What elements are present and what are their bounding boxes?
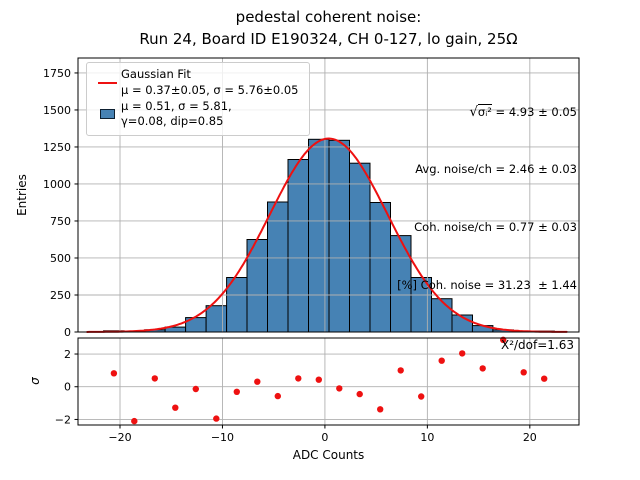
- sqrt-radicand: σᵢ²: [477, 103, 492, 119]
- residual-point: [192, 385, 199, 393]
- histogram-bar: [287, 159, 309, 333]
- stats-line-coh-noise: Coh. noise/ch = 0.77 ± 0.03: [414, 220, 577, 235]
- legend-fit-label: Gaussian Fit: [121, 67, 191, 81]
- chart-title-line1: pedestal coherent noise:: [235, 8, 422, 26]
- residual-y-tick-label: −2: [55, 413, 71, 426]
- main-y-tick-label: 750: [50, 215, 71, 228]
- residual-point: [377, 406, 384, 413]
- residual-point: [233, 388, 240, 395]
- residual-y-axis-label: σ: [28, 377, 42, 385]
- residual-point: [131, 417, 138, 425]
- residual-point: [438, 357, 445, 364]
- x-axis-label: ADC Counts: [292, 448, 365, 462]
- legend-box: Gaussian Fit μ = 0.37±0.05, σ = 5.76±0.0…: [86, 62, 310, 137]
- legend-patch-swatch-col: [93, 109, 121, 120]
- legend-hist-params-line2: γ=0.08, dip=0.85: [121, 114, 224, 129]
- x-tick-label: 0: [321, 431, 328, 444]
- residual-point: [397, 367, 404, 374]
- legend-item-text: Gaussian Fit μ = 0.37±0.05, σ = 5.76±0.0…: [121, 67, 299, 99]
- residual-point: [479, 365, 486, 372]
- histogram-bar: [349, 162, 371, 333]
- histogram-bar: [308, 138, 330, 333]
- stats-line-total-noise: √σᵢ² = 4.93 ± 0.05: [397, 103, 577, 122]
- legend-fit-params: μ = 0.37±0.05, σ = 5.76±0.05: [121, 82, 299, 97]
- residual-point: [151, 375, 158, 382]
- residual-point: [254, 378, 261, 385]
- residual-point: [213, 415, 220, 422]
- main-y-tick-label: 1500: [43, 104, 71, 117]
- legend-item-text: μ = 0.51, σ = 5.81, γ=0.08, dip=0.85: [121, 99, 232, 131]
- histogram-bar: [205, 305, 228, 333]
- residual-point: [295, 375, 302, 382]
- histogram-bar: [369, 202, 391, 333]
- chart-title: pedestal coherent noise: Run 24, Board I…: [78, 6, 579, 50]
- legend-item-histogram: μ = 0.51, σ = 5.81, γ=0.08, dip=0.85: [93, 99, 299, 131]
- residual-point: [110, 370, 118, 377]
- residual-y-tick-label: 2: [64, 348, 71, 361]
- x-tick-label: −10: [211, 431, 234, 444]
- chart-title-line2: Run 24, Board ID E190324, CH 0-127, lo g…: [139, 30, 518, 48]
- sqrt-radical-glyph: √: [469, 103, 478, 120]
- legend-item-gaussian-fit: Gaussian Fit μ = 0.37±0.05, σ = 5.76±0.0…: [93, 67, 299, 99]
- main-y-tick-label: 1750: [43, 67, 71, 80]
- residual-point: [336, 385, 343, 392]
- main-y-tick-label: 250: [50, 289, 71, 302]
- residual-point: [172, 404, 179, 411]
- fit-line-swatch: [97, 81, 117, 85]
- histogram-bar: [267, 201, 289, 333]
- main-y-tick-label: 500: [50, 252, 71, 265]
- main-y-tick-label: 0: [64, 326, 71, 339]
- gaussian-fit-curve: [86, 137, 568, 333]
- main-y-axis-label: Entries: [15, 174, 29, 216]
- residual-point: [520, 369, 527, 376]
- histogram-patch-swatch: [99, 109, 115, 120]
- x-tick-label: 10: [420, 431, 434, 444]
- residual-y-tick-label: 0: [64, 381, 71, 394]
- residual-point: [356, 390, 363, 398]
- residual-point: [459, 350, 466, 357]
- residual-point: [541, 375, 548, 382]
- x-tick-label: −20: [108, 431, 131, 444]
- residual-axes-frame: [77, 337, 580, 426]
- stats-line-avg-noise: Avg. noise/ch = 2.46 ± 0.03: [415, 162, 577, 177]
- chi2-annotation: X²/dof=1.63: [500, 338, 574, 352]
- main-axes-frame: [77, 57, 580, 333]
- stats-line1-value: = 4.93 ± 0.05: [491, 104, 577, 119]
- main-y-tick-label: 1250: [43, 141, 71, 154]
- main-y-tick-label: 1000: [43, 178, 71, 191]
- histogram-bar: [328, 139, 350, 333]
- legend-hist-params-line1: μ = 0.51, σ = 5.81,: [121, 98, 232, 113]
- residual-point: [418, 393, 425, 400]
- stats-annotation-block: √σᵢ² = 4.93 ± 0.05 Avg. noise/ch = 2.46 …: [397, 64, 577, 334]
- residual-point: [315, 376, 322, 383]
- legend-line-swatch-col: [93, 81, 121, 85]
- residual-point: [274, 392, 281, 400]
- stats-line-pct-coh-noise: [%] Coh. noise = 31.23 ± 1.44: [397, 278, 577, 293]
- x-tick-label: 20: [523, 431, 537, 444]
